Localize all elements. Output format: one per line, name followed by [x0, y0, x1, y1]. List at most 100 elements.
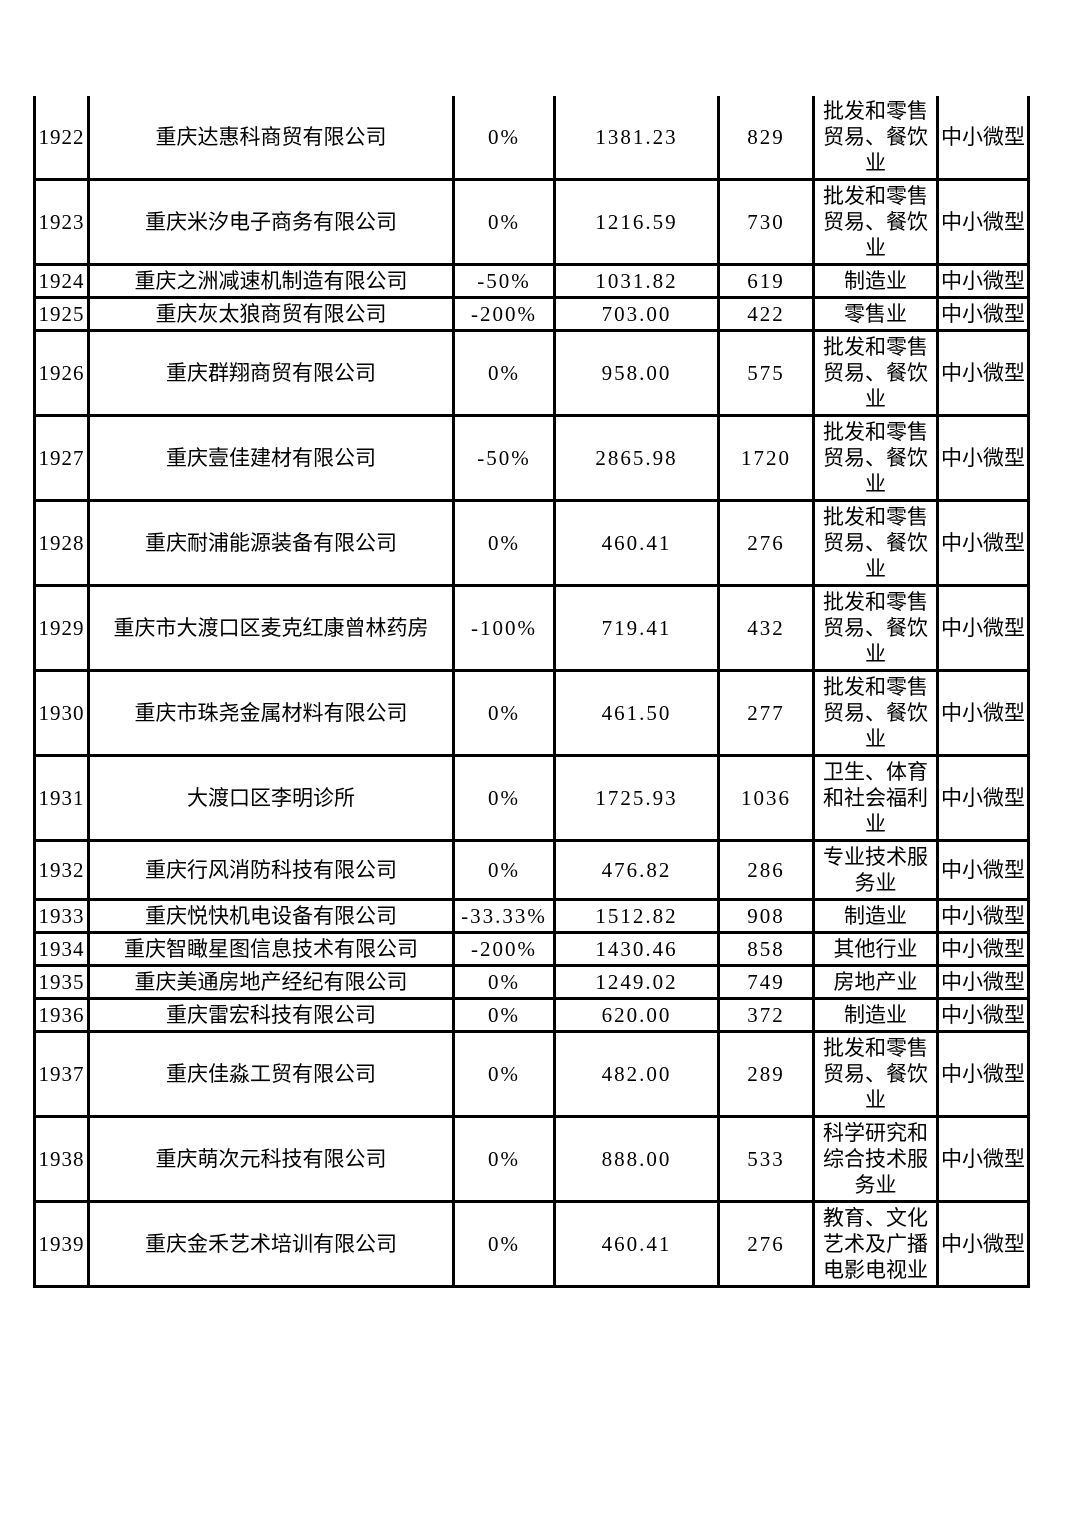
cell-company-name: 重庆壹佳建材有限公司	[87, 414, 455, 502]
cell-row-number: 1939	[33, 1200, 90, 1288]
cell-industry: 批发和零售贸易、餐饮业	[812, 499, 939, 587]
cell-company-name: 重庆群翔商贸有限公司	[87, 329, 455, 417]
cell-change-percent: 0%	[452, 997, 556, 1033]
cell-enterprise-size: 中小微型	[936, 263, 1030, 299]
cell-industry: 教育、文化艺术及广播电影电视业	[812, 1200, 939, 1288]
cell-row-number: 1929	[33, 584, 90, 672]
cell-count: 277	[717, 669, 815, 757]
cell-row-number: 1928	[33, 499, 90, 587]
cell-change-percent: 0%	[452, 754, 556, 842]
cell-enterprise-size: 中小微型	[936, 329, 1030, 417]
cell-count: 1720	[717, 414, 815, 502]
cell-company-name: 重庆智瞰星图信息技术有限公司	[87, 931, 455, 967]
cell-enterprise-size: 中小微型	[936, 839, 1030, 901]
cell-amount: 1430.46	[553, 931, 720, 967]
table-row: 1926 重庆群翔商贸有限公司 0% 958.00 575 批发和零售贸易、餐饮…	[33, 329, 1030, 417]
cell-company-name: 重庆米汐电子商务有限公司	[87, 178, 455, 266]
cell-count: 1036	[717, 754, 815, 842]
cell-row-number: 1925	[33, 296, 90, 332]
cell-company-name: 重庆雷宏科技有限公司	[87, 997, 455, 1033]
cell-industry: 批发和零售贸易、餐饮业	[812, 178, 939, 266]
cell-enterprise-size: 中小微型	[936, 296, 1030, 332]
cell-count: 533	[717, 1115, 815, 1203]
cell-row-number: 1937	[33, 1030, 90, 1118]
cell-enterprise-size: 中小微型	[936, 499, 1030, 587]
cell-amount: 460.41	[553, 1200, 720, 1288]
cell-change-percent: 0%	[452, 329, 556, 417]
cell-amount: 460.41	[553, 499, 720, 587]
cell-count: 749	[717, 964, 815, 1000]
cell-company-name: 重庆美通房地产经纪有限公司	[87, 964, 455, 1000]
cell-count: 289	[717, 1030, 815, 1118]
cell-change-percent: 0%	[452, 499, 556, 587]
table-row: 1939 重庆金禾艺术培训有限公司 0% 460.41 276 教育、文化艺术及…	[33, 1200, 1030, 1288]
cell-change-percent: -50%	[452, 263, 556, 299]
cell-change-percent: -50%	[452, 414, 556, 502]
cell-change-percent: 0%	[452, 178, 556, 266]
cell-amount: 620.00	[553, 997, 720, 1033]
cell-enterprise-size: 中小微型	[936, 96, 1030, 181]
cell-row-number: 1926	[33, 329, 90, 417]
cell-amount: 1031.82	[553, 263, 720, 299]
cell-count: 829	[717, 96, 815, 181]
table-row: 1922 重庆达惠科商贸有限公司 0% 1381.23 829 批发和零售贸易、…	[33, 96, 1030, 181]
cell-change-percent: -200%	[452, 931, 556, 967]
cell-count: 908	[717, 898, 815, 934]
cell-industry: 制造业	[812, 997, 939, 1033]
cell-amount: 2865.98	[553, 414, 720, 502]
cell-count: 575	[717, 329, 815, 417]
cell-row-number: 1922	[33, 96, 90, 181]
cell-industry: 批发和零售贸易、餐饮业	[812, 96, 939, 181]
cell-enterprise-size: 中小微型	[936, 584, 1030, 672]
cell-enterprise-size: 中小微型	[936, 931, 1030, 967]
cell-change-percent: -100%	[452, 584, 556, 672]
cell-amount: 476.82	[553, 839, 720, 901]
company-table: 1922 重庆达惠科商贸有限公司 0% 1381.23 829 批发和零售贸易、…	[33, 96, 1030, 1288]
cell-industry: 批发和零售贸易、餐饮业	[812, 669, 939, 757]
cell-change-percent: 0%	[452, 1030, 556, 1118]
cell-company-name: 重庆金禾艺术培训有限公司	[87, 1200, 455, 1288]
table-row: 1938 重庆萌次元科技有限公司 0% 888.00 533 科学研究和综合技术…	[33, 1115, 1030, 1203]
cell-change-percent: 0%	[452, 669, 556, 757]
cell-row-number: 1931	[33, 754, 90, 842]
cell-enterprise-size: 中小微型	[936, 754, 1030, 842]
cell-amount: 719.41	[553, 584, 720, 672]
cell-industry: 制造业	[812, 263, 939, 299]
cell-amount: 888.00	[553, 1115, 720, 1203]
cell-count: 619	[717, 263, 815, 299]
cell-enterprise-size: 中小微型	[936, 1030, 1030, 1118]
cell-amount: 1381.23	[553, 96, 720, 181]
cell-amount: 482.00	[553, 1030, 720, 1118]
cell-enterprise-size: 中小微型	[936, 414, 1030, 502]
cell-industry: 房地产业	[812, 964, 939, 1000]
cell-row-number: 1938	[33, 1115, 90, 1203]
cell-count: 276	[717, 499, 815, 587]
document-page: 1922 重庆达惠科商贸有限公司 0% 1381.23 829 批发和零售贸易、…	[33, 96, 1030, 1288]
cell-count: 286	[717, 839, 815, 901]
cell-row-number: 1936	[33, 997, 90, 1033]
cell-enterprise-size: 中小微型	[936, 178, 1030, 266]
cell-change-percent: 0%	[452, 964, 556, 1000]
cell-row-number: 1932	[33, 839, 90, 901]
cell-company-name: 重庆达惠科商贸有限公司	[87, 96, 455, 181]
table-row: 1925 重庆灰太狼商贸有限公司 -200% 703.00 422 零售业 中小…	[33, 296, 1030, 332]
cell-amount: 1216.59	[553, 178, 720, 266]
cell-row-number: 1934	[33, 931, 90, 967]
cell-company-name: 重庆佳淼工贸有限公司	[87, 1030, 455, 1118]
cell-change-percent: 0%	[452, 1115, 556, 1203]
cell-industry: 零售业	[812, 296, 939, 332]
cell-industry: 批发和零售贸易、餐饮业	[812, 584, 939, 672]
table-row: 1936 重庆雷宏科技有限公司 0% 620.00 372 制造业 中小微型	[33, 997, 1030, 1033]
company-table-body: 1922 重庆达惠科商贸有限公司 0% 1381.23 829 批发和零售贸易、…	[33, 96, 1030, 1288]
cell-enterprise-size: 中小微型	[936, 669, 1030, 757]
cell-amount: 461.50	[553, 669, 720, 757]
cell-count: 372	[717, 997, 815, 1033]
cell-company-name: 重庆耐浦能源装备有限公司	[87, 499, 455, 587]
table-row: 1928 重庆耐浦能源装备有限公司 0% 460.41 276 批发和零售贸易、…	[33, 499, 1030, 587]
cell-count: 422	[717, 296, 815, 332]
cell-change-percent: -200%	[452, 296, 556, 332]
table-row: 1937 重庆佳淼工贸有限公司 0% 482.00 289 批发和零售贸易、餐饮…	[33, 1030, 1030, 1118]
table-row: 1930 重庆市珠尧金属材料有限公司 0% 461.50 277 批发和零售贸易…	[33, 669, 1030, 757]
cell-amount: 1725.93	[553, 754, 720, 842]
cell-company-name: 重庆灰太狼商贸有限公司	[87, 296, 455, 332]
